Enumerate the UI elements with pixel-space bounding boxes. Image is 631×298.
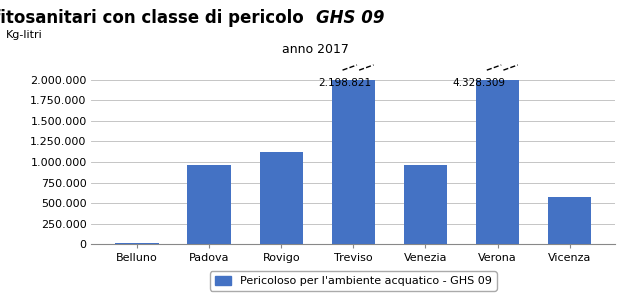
Bar: [548, 198, 591, 244]
Bar: [332, 80, 375, 244]
Legend: Pericoloso per l'ambiente acquatico - GHS 09: Pericoloso per l'ambiente acquatico - GH…: [210, 271, 497, 291]
Text: 4.328.309: 4.328.309: [452, 77, 505, 88]
Text: Kg-litri: Kg-litri: [6, 30, 43, 40]
Bar: [259, 152, 303, 244]
Bar: [404, 164, 447, 244]
Bar: [115, 243, 158, 244]
Text: vendita di prodotti fitosanitari con classe di pericolo: vendita di prodotti fitosanitari con cla…: [0, 9, 316, 27]
Bar: [476, 80, 519, 244]
Text: 2.198.821: 2.198.821: [319, 77, 372, 88]
Text: GHS 09: GHS 09: [316, 9, 384, 27]
Bar: [187, 164, 231, 244]
Text: anno 2017: anno 2017: [282, 43, 349, 56]
